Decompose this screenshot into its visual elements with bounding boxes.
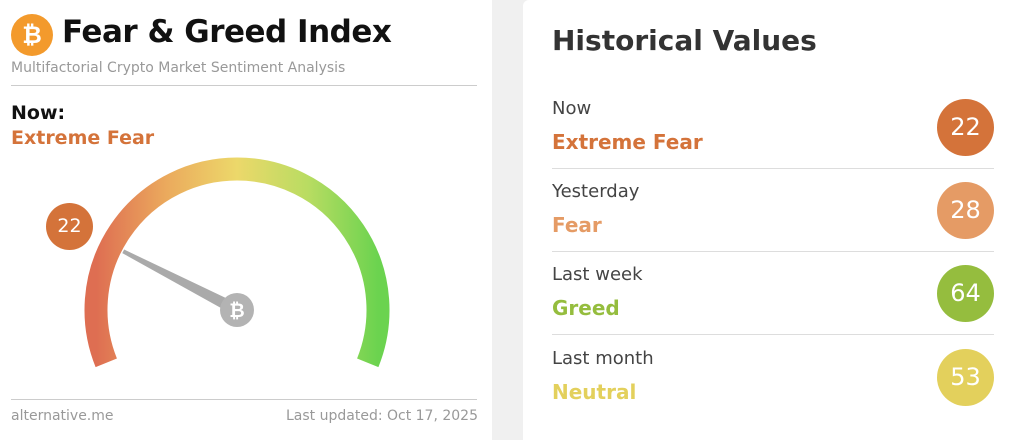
last-updated: Last updated: Oct 17, 2025 bbox=[286, 408, 478, 424]
history-row-yesterday: Yesterday Fear 28 bbox=[552, 169, 994, 252]
row-value-circle: 22 bbox=[937, 99, 994, 156]
row-value-circle: 53 bbox=[937, 349, 994, 406]
gauge: ₿ bbox=[84, 157, 390, 368]
fear-greed-card: ₿ Fear & Greed Index Multifactorial Cryp… bbox=[0, 0, 492, 440]
row-label: Yesterday bbox=[552, 181, 640, 202]
row-value-circle: 28 bbox=[937, 182, 994, 239]
row-classification: Extreme Fear bbox=[552, 130, 703, 154]
history-row-last-month: Last month Neutral 53 bbox=[552, 336, 994, 419]
row-label: Last week bbox=[552, 264, 643, 285]
bitcoin-logo-icon: ₿ bbox=[11, 14, 53, 56]
divider bbox=[11, 399, 477, 400]
gauge-value-badge: 22 bbox=[46, 203, 93, 250]
row-classification: Greed bbox=[552, 296, 620, 320]
row-classification: Fear bbox=[552, 213, 602, 237]
gauge-arc bbox=[84, 157, 390, 368]
row-label: Now bbox=[552, 98, 592, 119]
subtitle: Multifactorial Crypto Market Sentiment A… bbox=[11, 60, 346, 76]
now-label: Now: bbox=[11, 102, 66, 124]
gauge-hub bbox=[220, 293, 254, 327]
divider bbox=[11, 85, 477, 86]
page-title: Fear & Greed Index bbox=[62, 14, 392, 50]
divider bbox=[552, 251, 994, 252]
historical-title: Historical Values bbox=[552, 24, 817, 57]
divider bbox=[552, 334, 994, 335]
divider bbox=[552, 168, 994, 169]
row-classification: Neutral bbox=[552, 380, 637, 404]
bitcoin-icon: ₿ bbox=[229, 300, 244, 322]
row-label: Last month bbox=[552, 348, 654, 369]
now-classification: Extreme Fear bbox=[11, 127, 155, 149]
gauge-needle bbox=[122, 249, 240, 316]
source-link[interactable]: alternative.me bbox=[11, 408, 114, 424]
history-row-last-week: Last week Greed 64 bbox=[552, 252, 994, 335]
row-value-circle: 64 bbox=[937, 265, 994, 322]
historical-values-card: Historical Values Now Extreme Fear 22 Ye… bbox=[523, 0, 1013, 440]
history-row-now: Now Extreme Fear 22 bbox=[552, 86, 994, 169]
